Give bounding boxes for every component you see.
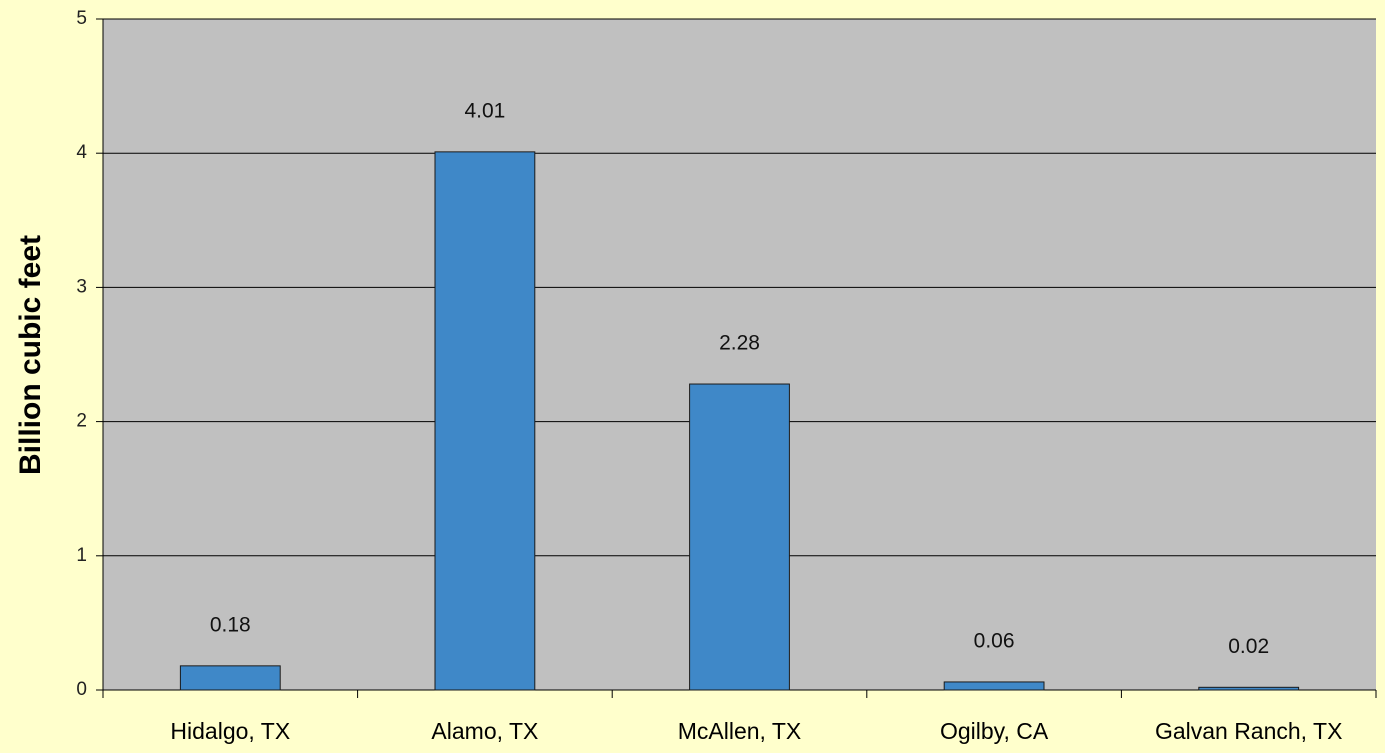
x-tick-label: McAllen, TX <box>678 718 802 744</box>
data-label: 2.28 <box>719 332 760 355</box>
bar <box>1198 686 1300 691</box>
bar <box>434 151 536 691</box>
y-tick-label: 3 <box>76 276 87 297</box>
x-tick-label: Alamo, TX <box>431 718 538 744</box>
y-tick-label: 1 <box>76 545 87 566</box>
x-tick-label: Hidalgo, TX <box>170 718 290 744</box>
bar <box>179 665 281 691</box>
y-axis-title: Billion cubic feet <box>14 235 47 475</box>
data-label: 0.18 <box>210 613 251 636</box>
bar <box>943 681 1045 691</box>
bar <box>689 383 790 691</box>
y-tick-label: 4 <box>76 142 87 163</box>
x-tick-label: Galvan Ranch, TX <box>1155 718 1343 744</box>
y-tick-label: 2 <box>76 411 87 432</box>
data-label: 4.01 <box>464 99 505 122</box>
data-label: 0.06 <box>974 629 1015 652</box>
y-tick-label: 0 <box>76 679 87 700</box>
x-tick-label: Ogilby, CA <box>940 718 1049 744</box>
data-label: 0.02 <box>1228 635 1269 658</box>
y-tick-label: 5 <box>76 8 87 29</box>
